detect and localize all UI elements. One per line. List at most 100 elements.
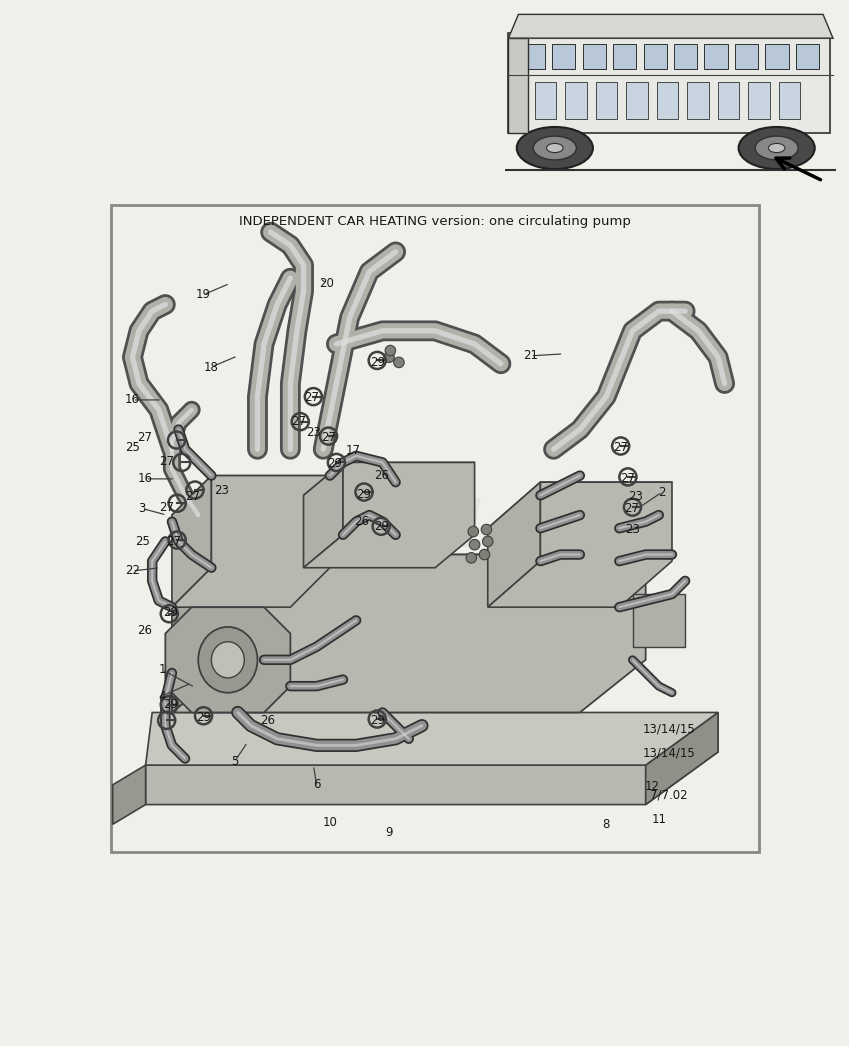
Circle shape xyxy=(739,127,815,169)
Bar xyxy=(705,44,728,69)
Text: 8: 8 xyxy=(603,818,610,831)
Polygon shape xyxy=(171,476,329,515)
Bar xyxy=(779,83,800,119)
Text: 27: 27 xyxy=(620,473,635,485)
Text: 12: 12 xyxy=(644,779,660,793)
Text: 27: 27 xyxy=(159,501,174,514)
Circle shape xyxy=(468,526,479,537)
Text: 29: 29 xyxy=(163,698,178,711)
Text: 17: 17 xyxy=(346,445,360,457)
Text: 2: 2 xyxy=(658,485,666,499)
Text: 13/14/15: 13/14/15 xyxy=(643,723,695,735)
Text: 27: 27 xyxy=(321,431,336,444)
Text: 13/14/15: 13/14/15 xyxy=(643,747,695,759)
Text: 26: 26 xyxy=(260,713,275,727)
Ellipse shape xyxy=(198,627,257,692)
Circle shape xyxy=(755,136,798,160)
Bar xyxy=(644,44,666,69)
Polygon shape xyxy=(171,554,645,712)
Polygon shape xyxy=(487,482,672,607)
Ellipse shape xyxy=(211,642,245,678)
Bar xyxy=(613,44,636,69)
Bar xyxy=(582,44,606,69)
Text: 1: 1 xyxy=(158,663,166,676)
Bar xyxy=(735,44,758,69)
Text: 27: 27 xyxy=(304,391,319,405)
Text: 7/7.02: 7/7.02 xyxy=(649,789,688,801)
Text: 16: 16 xyxy=(138,473,153,485)
Polygon shape xyxy=(171,476,329,607)
Circle shape xyxy=(517,127,593,169)
Text: 6: 6 xyxy=(313,778,320,792)
Circle shape xyxy=(384,351,394,362)
Text: 27: 27 xyxy=(185,491,200,503)
Bar xyxy=(748,83,770,119)
Text: INDEPENDENT CAR HEATING version: one circulating pump: INDEPENDENT CAR HEATING version: one cir… xyxy=(239,215,631,228)
Bar xyxy=(657,83,678,119)
Circle shape xyxy=(547,143,563,153)
Text: 11: 11 xyxy=(651,813,666,825)
Polygon shape xyxy=(304,462,475,496)
Text: 23: 23 xyxy=(628,491,644,503)
Text: 26: 26 xyxy=(137,623,152,637)
Bar xyxy=(596,83,617,119)
Text: 29: 29 xyxy=(374,521,389,533)
Bar xyxy=(687,83,709,119)
Polygon shape xyxy=(645,712,718,804)
Text: 29: 29 xyxy=(369,713,385,727)
Polygon shape xyxy=(171,476,211,607)
Text: 27: 27 xyxy=(613,441,628,454)
Text: 23: 23 xyxy=(214,483,228,497)
Polygon shape xyxy=(509,15,833,39)
Bar xyxy=(796,44,819,69)
Circle shape xyxy=(482,537,493,547)
Polygon shape xyxy=(113,765,146,824)
Circle shape xyxy=(394,357,404,368)
Text: 27: 27 xyxy=(290,415,306,428)
Bar xyxy=(521,44,545,69)
Polygon shape xyxy=(146,712,718,765)
Polygon shape xyxy=(171,554,238,712)
Text: 29: 29 xyxy=(196,711,211,724)
Text: 3: 3 xyxy=(138,502,146,515)
Text: 4: 4 xyxy=(158,689,166,703)
Text: REXI: REXI xyxy=(309,495,482,562)
Text: 20: 20 xyxy=(319,277,334,290)
Bar xyxy=(674,44,697,69)
Bar xyxy=(509,38,528,134)
Text: 19: 19 xyxy=(196,288,211,301)
Text: 22: 22 xyxy=(125,565,140,577)
Text: 27: 27 xyxy=(137,431,152,444)
Bar xyxy=(717,83,739,119)
Text: 23: 23 xyxy=(306,427,321,439)
Polygon shape xyxy=(166,607,290,712)
Circle shape xyxy=(481,524,492,535)
Text: 26: 26 xyxy=(354,515,369,528)
Text: 23: 23 xyxy=(625,523,640,536)
Bar xyxy=(633,594,685,646)
Polygon shape xyxy=(171,554,645,607)
Polygon shape xyxy=(487,482,672,528)
Text: 27: 27 xyxy=(624,502,638,515)
Text: 29: 29 xyxy=(163,606,178,619)
Bar xyxy=(565,83,587,119)
Text: 29: 29 xyxy=(357,487,372,501)
Circle shape xyxy=(479,549,490,560)
Circle shape xyxy=(469,540,480,550)
Bar xyxy=(627,83,648,119)
Text: 5: 5 xyxy=(231,755,238,769)
Circle shape xyxy=(385,345,396,356)
Polygon shape xyxy=(487,482,540,607)
Bar xyxy=(509,32,829,134)
Text: 9: 9 xyxy=(385,825,393,839)
Text: 29: 29 xyxy=(328,457,343,471)
Text: 18: 18 xyxy=(204,361,219,373)
Text: 27: 27 xyxy=(166,535,181,548)
Circle shape xyxy=(466,552,476,563)
Bar xyxy=(535,83,556,119)
Circle shape xyxy=(768,143,785,153)
Text: 16: 16 xyxy=(125,393,140,407)
Bar xyxy=(766,44,789,69)
Text: 21: 21 xyxy=(523,349,538,362)
Text: 25: 25 xyxy=(135,535,149,548)
